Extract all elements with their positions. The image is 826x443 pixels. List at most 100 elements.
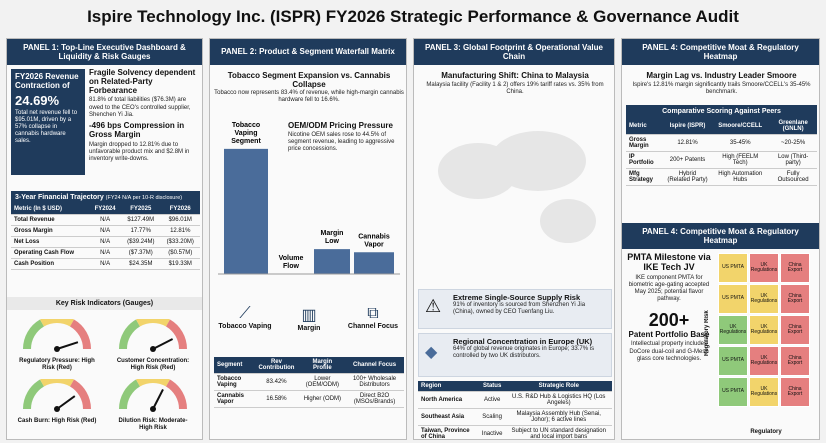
panel-4: PANEL 4: Competitive Moat & Regulatory H…	[621, 38, 820, 440]
segment-table-wrap: Segment Rev Contribution Margin Profile Cha…	[214, 357, 404, 408]
page-title: Ispire Technology Inc. (ISPR) FY2026 Str…	[87, 7, 739, 26]
peer-cell: IP Portfolio	[626, 151, 664, 169]
peer-cell: High (FEELM Tech)	[711, 151, 770, 169]
segment-header-cell: Rev Contribution	[253, 357, 300, 374]
peer-header-cell: Ispire (ISPR)	[663, 118, 712, 135]
peer-cell: 12.81%	[663, 134, 712, 152]
peer-header: Comparative Scoring Against Peers	[626, 105, 817, 118]
trajectory-row: Gross Margin N/A 17.77% 12.81%	[11, 225, 200, 237]
segment-header-cell: Channel Focus	[345, 357, 404, 374]
trajectory-cell: Cash Position	[11, 258, 90, 270]
warning-icon: ⚠	[425, 296, 442, 316]
heatmap-cell: UK Regulations	[749, 315, 779, 345]
trajectory-cell: Gross Margin	[11, 225, 90, 237]
trajectory-cell: ($33.20M)	[160, 236, 200, 248]
trajectory-row: Net Loss N/A ($39.24M) ($33.20M)	[11, 236, 200, 248]
peer-cell: High Automation Hubs	[711, 168, 770, 186]
oem-title: OEM/ODM Pricing Pressure	[288, 121, 393, 130]
network-icon: ⧉	[367, 305, 379, 322]
risk-supply-desc: 91% of inventory is sourced from Shenzhe…	[453, 302, 586, 316]
bar-label: Volume Flow	[279, 255, 304, 270]
trajectory-cell: $96.01M	[160, 214, 200, 226]
peer-table-wrap: Comparative Scoring Against Peers Metric…	[626, 105, 817, 186]
risk-gauge: Dilution Risk: Moderate-High Risk	[113, 375, 193, 432]
heatmap-ylabel: Regulatory Risk	[704, 310, 710, 356]
trajectory-cell: ($7.37M)	[121, 247, 161, 259]
trajectory-cell: $127.49M	[121, 214, 161, 226]
pmta-title: PMTA Milestone via IKE Tech JV	[627, 252, 711, 272]
panel-1: PANEL 1: Top-Line Executive Dashboard & …	[6, 38, 203, 440]
panel-2-header: PANEL 2: Product & Segment Waterfall Mat…	[210, 39, 406, 65]
gauge-icon	[118, 315, 188, 352]
manufacturing-desc: Malaysia facility (Facility 1 & 2) offer…	[426, 82, 604, 96]
segment-cell: 83.42%	[253, 373, 300, 391]
chart-title: Tobacco Segment Expansion vs. Cannabis C…	[227, 71, 391, 89]
risk-gauge: Regulatory Pressure: High Risk (Red)	[17, 315, 97, 372]
gauge-label: Regulatory Pressure: High Risk (Red)	[19, 358, 95, 372]
trajectory-header-cell: FY2025	[121, 204, 161, 215]
gauge-label: Customer Concentration: High Risk (Red)	[116, 358, 190, 372]
peer-header-cell: Metric	[626, 118, 664, 135]
region-header-cell: Strategic Role	[505, 381, 612, 392]
gauge-icon	[22, 315, 92, 352]
peer-cell: 35-45%	[711, 134, 770, 152]
segment-cell: Cannabis Vapor	[214, 390, 254, 408]
heatmap-cell: China Export	[780, 315, 810, 345]
trajectory-cell: ($39.24M)	[121, 236, 161, 248]
panel-3: PANEL 3: Global Footprint & Operational …	[413, 38, 615, 440]
gauge-label: Cash Burn: High Risk (Red)	[17, 418, 97, 424]
segment-header-cell: Segment	[214, 357, 254, 374]
trajectory-cell: $19.33M	[160, 258, 200, 270]
panel-3-header: PANEL 3: Global Footprint & Operational …	[414, 39, 614, 65]
segment-table: Segment Rev Contribution Margin Profile Cha…	[214, 357, 404, 408]
risk-supply-title: Extreme Single-Source Supply Risk	[453, 293, 581, 302]
trajectory-section: 3-Year Financial Trajectory (FY24 N/A pe…	[11, 191, 200, 270]
heatmap-cell: US PMTA	[718, 253, 748, 283]
peer-row: IP Portfolio 200+ Patents High (FEELM Tech…	[626, 151, 817, 169]
region-cell: North America	[418, 391, 479, 409]
risk-europe-card: ◆ Regional Concentration in Europe (UK) …	[418, 333, 612, 377]
region-cell: Subject to UN standard designation and l…	[505, 425, 612, 439]
region-row: North America Active U.S. R&D Hub & Logist…	[418, 391, 612, 409]
segment-cell: Tobacco Vaping	[214, 373, 254, 391]
chart-subtitle: Tobacco now represents 83.4% of revenue,…	[214, 90, 404, 104]
segment-cell: Higher (ODM)	[299, 390, 346, 408]
solvency-title: Fragile Solvency dependent on Related-Pa…	[89, 68, 196, 95]
peer-cell: Fully Outsourced	[769, 168, 817, 186]
risk-gauge: Cash Burn: High Risk (Red)	[17, 375, 97, 425]
region-row: Taiwan, Province of China Inactive Subject…	[418, 425, 612, 439]
peer-cell: Gross Margin	[626, 134, 664, 152]
segment-icon-label: Channel Focus	[347, 323, 399, 330]
peer-table: Metric Ispire (ISPR) Smoore/CCELL Greenlane…	[626, 118, 817, 186]
solvency-desc: 81.8% of total liabilities ($76.3M) are …	[89, 97, 191, 118]
panel-1-header: PANEL 1: Top-Line Executive Dashboard & …	[7, 39, 202, 65]
kpi-title: FY2026 Revenue Contraction of	[15, 72, 79, 90]
heatmap-cell: China Export	[780, 346, 810, 376]
segment-icon-item: ▥ Margin	[278, 305, 340, 333]
heatmap-cell: UK Regulations	[718, 315, 748, 345]
heatmap-cell: UK Regulations	[749, 284, 779, 314]
world-map	[438, 131, 596, 243]
vape-icon: ⟋	[239, 305, 251, 322]
heatmap-cell: US PMTA	[718, 346, 748, 376]
segment-row: Tobacco Vaping 83.42% Lower (OEM/ODM) 100+ …	[214, 373, 404, 391]
segment-icon-item: ⧉ Channel Focus	[342, 305, 404, 331]
peer-cell: Low (Third-party)	[769, 151, 817, 169]
trajectory-cell: 12.81%	[160, 225, 200, 237]
trajectory-cell: N/A	[89, 225, 122, 237]
bar	[354, 252, 394, 274]
panel-2: PANEL 2: Product & Segment Waterfall Mat…	[209, 38, 407, 440]
heatmap-cell: UK Regulations	[749, 253, 779, 283]
region-row: Southeast Asia Scaling Malaysia Assembly H…	[418, 408, 612, 426]
trajectory-header: 3-Year Financial Trajectory (FY24 N/A pe…	[11, 191, 200, 204]
margin-lag-title: Margin Lag vs. Industry Leader Smoore	[646, 71, 797, 80]
kpi-card: FY2026 Revenue Contraction of 24.69% Tot…	[11, 69, 85, 175]
region-cell: Scaling	[478, 408, 506, 426]
heatmap-xlabel: Regulatory	[750, 429, 782, 435]
risk-europe-desc: 64% of global revenue originates in Euro…	[453, 346, 595, 360]
heatmap-cell: China Export	[780, 284, 810, 314]
trajectory-cell: N/A	[89, 247, 122, 259]
region-cell: Taiwan, Province of China	[418, 425, 479, 439]
region-cell: Inactive	[478, 425, 506, 439]
